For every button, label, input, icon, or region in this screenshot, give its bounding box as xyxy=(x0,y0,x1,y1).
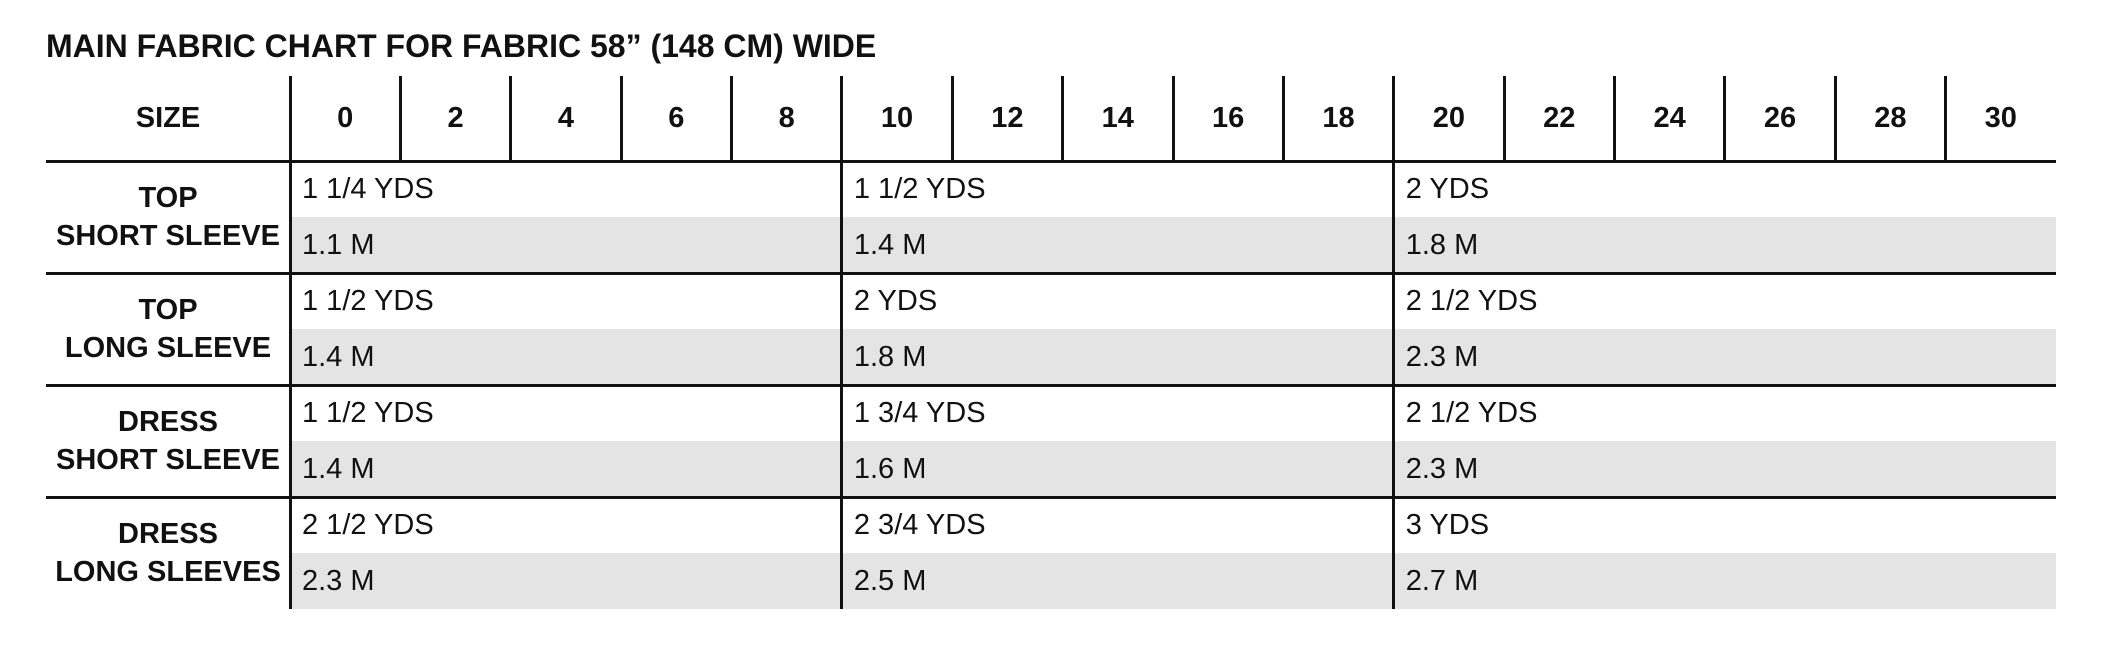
sleeve-type: SHORT SLEEVE xyxy=(56,220,280,252)
size-header: SIZE xyxy=(135,102,201,134)
column-divider xyxy=(1502,76,1506,161)
size-column-header: 4 xyxy=(557,102,574,134)
size-column-header: 14 xyxy=(1101,102,1134,134)
column-divider xyxy=(1061,76,1065,161)
group-divider xyxy=(840,161,844,609)
row-divider xyxy=(46,383,2056,387)
column-divider xyxy=(1833,76,1837,161)
yardage-cell: 2 1/2 YDS xyxy=(1405,396,1538,429)
column-divider xyxy=(619,76,623,161)
metric-row-shade xyxy=(290,441,2056,497)
size-column-header: 26 xyxy=(1763,102,1797,134)
size-column-header: 20 xyxy=(1432,102,1466,134)
metric-row-shade xyxy=(290,553,2056,609)
yardage-cell: 1 1/4 YDS xyxy=(302,172,434,205)
row-divider xyxy=(46,495,2056,499)
yardage-cell: 2 1/2 YDS xyxy=(302,508,434,541)
size-column-header: 24 xyxy=(1653,102,1686,134)
group-divider xyxy=(288,161,292,609)
size-column-header: 0 xyxy=(337,102,354,134)
meters-cell: 1.8 M xyxy=(853,340,927,373)
garment-type: TOP xyxy=(138,182,198,214)
column-divider xyxy=(1944,76,1948,161)
chart-title: MAIN FABRIC CHART FOR FABRIC 58” (148 CM… xyxy=(46,28,877,64)
garment-row-label: TOP SHORT SLEEVE xyxy=(46,161,290,273)
metric-row-shade xyxy=(290,329,2056,385)
meters-cell: 2.3 M xyxy=(302,564,375,597)
group-divider xyxy=(1392,161,1396,609)
sleeve-type: LONG SLEEVE xyxy=(64,332,272,364)
garment-row-label: DRESS SHORT SLEEVE xyxy=(46,385,290,497)
garment-row-label: TOP LONG SLEEVE xyxy=(46,273,290,385)
size-column-header: 18 xyxy=(1322,102,1355,134)
yardage-cell: 2 YDS xyxy=(1405,172,1490,205)
column-divider xyxy=(1392,76,1396,161)
size-column-header: 28 xyxy=(1874,102,1907,134)
size-column-header: 12 xyxy=(991,102,1024,134)
column-divider xyxy=(509,76,513,161)
meters-cell: 2.7 M xyxy=(1405,564,1479,597)
meters-cell: 1.4 M xyxy=(302,452,375,485)
yardage-cell: 2 YDS xyxy=(853,284,938,317)
yardage-cell: 2 1/2 YDS xyxy=(1405,284,1538,317)
sleeve-type: LONG SLEEVES xyxy=(55,556,281,588)
yardage-cell: 1 1/2 YDS xyxy=(302,284,434,317)
sleeve-type: SHORT SLEEVE xyxy=(56,444,280,476)
column-divider xyxy=(1613,76,1616,161)
garment-row-label: DRESS LONG SLEEVES xyxy=(46,497,290,609)
size-column-header: 22 xyxy=(1543,102,1576,134)
meters-cell: 2.5 M xyxy=(853,564,927,597)
column-divider xyxy=(288,76,292,161)
size-column-header: 10 xyxy=(880,102,914,134)
size-column-header: 8 xyxy=(778,102,795,134)
yardage-cell: 2 3/4 YDS xyxy=(853,508,986,541)
size-column-header: 6 xyxy=(668,102,685,134)
yardage-cell: 3 YDS xyxy=(1405,508,1490,541)
meters-cell: 1.4 M xyxy=(302,340,375,373)
size-column-header: 16 xyxy=(1212,102,1245,134)
column-divider xyxy=(398,76,402,161)
garment-type: DRESS xyxy=(118,518,218,550)
size-column-header: 30 xyxy=(1984,102,2017,134)
meters-cell: 1.4 M xyxy=(853,228,927,261)
yardage-cell: 1 1/2 YDS xyxy=(302,396,434,429)
yardage-cell: 1 3/4 YDS xyxy=(853,396,986,429)
garment-type: DRESS xyxy=(118,406,218,438)
garment-type: TOP xyxy=(138,294,198,326)
row-divider xyxy=(46,271,2056,275)
column-divider xyxy=(1723,76,1727,161)
meters-cell: 2.3 M xyxy=(1405,340,1479,373)
meters-cell: 1.6 M xyxy=(853,452,927,485)
size-column-header: 2 xyxy=(447,102,464,134)
meters-cell: 1.1 M xyxy=(302,228,375,261)
yardage-cell: 1 1/2 YDS xyxy=(853,172,986,205)
meters-cell: 1.8 M xyxy=(1405,228,1479,261)
column-divider xyxy=(730,76,733,161)
row-divider xyxy=(46,159,2056,163)
column-divider xyxy=(1281,76,1285,161)
metric-row-shade xyxy=(290,217,2056,273)
column-divider xyxy=(1171,76,1175,161)
column-divider xyxy=(950,76,954,161)
meters-cell: 2.3 M xyxy=(1405,452,1479,485)
fabric-chart-table: SIZE 0 2 4 6 8 10 12 14 16 18 20 22 24 26 28 30 TOP SHORT … xyxy=(46,76,2056,612)
column-divider xyxy=(840,76,844,161)
